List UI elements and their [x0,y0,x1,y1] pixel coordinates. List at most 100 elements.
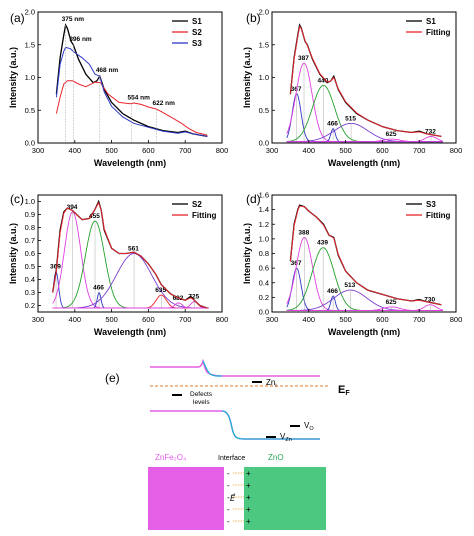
panel-d-ytick-label-0.4: 0.4 [259,278,269,287]
panel-c-fit-peak-369 [52,271,209,309]
panel-d-xtick-label-400: 400 [303,315,316,324]
junction-minus-0: - [227,469,230,478]
zni-label: Zni [266,378,277,389]
junction-minus-3: - [227,505,230,514]
panel-c-ytick-label-0.9: 0.9 [25,210,35,219]
panel-d-peak-label-730: 730 [424,297,435,304]
panel-b-label: (b) [246,11,261,25]
panel-d-xtick-label-500: 500 [339,315,352,324]
panel-c-peak-label-466: 466 [93,285,104,292]
panel-a-ylabel: Intensity (a.u.) [8,47,18,108]
panel-c-label: (c) [10,192,24,206]
panel-d-peak-label-513: 513 [344,282,355,289]
panel-d-fit-peak-466 [286,295,443,311]
vo-label: VO [304,421,314,432]
panel-b-fit-peak-515 [286,122,443,143]
panel-a-label: (a) [10,11,25,25]
panel-c-peak-label-394: 394 [67,204,78,211]
panel-d-label: (d) [246,192,261,206]
panel-b-legend-label-fitting: Fitting [426,28,451,37]
panel-d-xtick-label-800: 800 [450,315,463,324]
panel-e-band-diagram: (e) EF Zni Defects levels VO VZn ZnFe₂O₄… [105,358,350,530]
panel-d-ytick-label-0.6: 0.6 [259,264,269,273]
panel-d-xtick-label-300: 300 [266,315,279,324]
panel-c-xtick-label-500: 500 [105,315,118,324]
panel-c-peak-label-635: 635 [155,287,166,294]
junction-minus-2: - [227,493,230,502]
interface-label: Interface [218,455,245,462]
junction-plus-2: + [246,493,251,502]
panel-c-ytick-label-0.2: 0.2 [25,301,35,310]
panel-a-ytick-label-0.5: 0.5 [25,106,35,115]
panel-c-ytick-label-0.7: 0.7 [25,236,35,245]
panel-a-xtick-label-400: 400 [69,146,82,155]
panel-c-ytick-label-0.8: 0.8 [25,223,35,232]
panel-c-ytick-label-1: 1.0 [25,197,35,206]
panel-a-annotation-622: 622 nm [152,100,175,107]
panel-c-peak-label-561: 561 [128,246,139,253]
zno-conduction-band-bend [202,360,223,377]
fermi-level-label: EF [338,384,350,397]
panel-a-ytick-label-2: 2.0 [25,8,35,17]
panel-b-ytick-label-0.5: 0.5 [259,106,269,115]
panel-b-series-fitting [289,25,442,137]
panel-a-annotation-468: 468 nm [96,67,119,74]
panel-b-peak-label-515: 515 [345,115,356,122]
panel-d-series-s3 [289,204,442,306]
panel-d-ylabel: Intensity (a.u.) [242,223,252,284]
panel-d-ytick-label-1.6: 1.6 [259,191,269,200]
panel-b-fit-peak-732 [286,135,443,143]
panel-c-ytick-label-0.6: 0.6 [25,249,35,258]
panel-a-xtick-label-600: 600 [142,146,155,155]
panel-d-fit-peak-730 [286,304,443,311]
zfo-block [148,467,224,530]
panel-b-legend-label-s1: S1 [426,17,436,26]
panel-c-xtick-label-600: 600 [142,315,155,324]
panel-b-series-s1 [289,23,442,138]
panel-d-ytick-label-0.2: 0.2 [259,293,269,302]
panel-c-ytick-label-0.4: 0.4 [25,275,35,284]
panel-b-xlabel: Wavelength (nm) [328,158,400,168]
panel-d-legend-label-s3: S3 [426,200,436,209]
panel-b-fit-peak-440 [286,84,443,143]
panel-c-legend-label-s2: S2 [192,200,202,209]
panel-d-ytick-label-1.4: 1.4 [259,205,269,214]
panel-c-fit-peak-455 [52,220,209,309]
panel-d-peak-label-625: 625 [386,299,397,306]
zno-label: ZnO [268,453,284,462]
panel-b-fit-peak-387 [286,62,443,143]
panel-d-series-fitting [289,205,442,306]
panel-d-ytick-label-0: 0.0 [259,308,269,317]
zfo-label: ZnFe₂O₄ [155,453,186,462]
panel-b-ytick-label-1: 1.0 [259,73,269,82]
panel-b-peak-label-387: 387 [298,55,309,62]
panel-a-ytick-label-0: 0.0 [25,139,35,148]
panel-c-legend-label-fitting: Fitting [192,211,217,220]
panel-b-peak-label-440: 440 [318,77,329,84]
zfo-conduction-band [150,358,320,377]
panel-c-ytick-label-0.3: 0.3 [25,288,35,297]
panel-c-fit-peak-725 [52,301,209,309]
panel-b-peak-label-732: 732 [425,128,436,135]
panel-c-peak-label-369: 369 [50,264,61,271]
panel-b-peak-label-466: 466 [327,121,338,128]
panel-c-series-fitting [52,201,208,309]
panel-c-peak-label-455: 455 [89,213,100,220]
defects-label-2: levels [193,399,210,406]
junction-plus-1: + [246,481,251,490]
panel-a-series-s2 [55,80,208,136]
panel-d-peak-label-367: 367 [291,260,302,267]
panel-d-fit-peak-367 [286,267,443,311]
junction-minus-4: - [227,517,230,526]
panel-c-xtick-label-800: 800 [216,315,229,324]
panel-a-annotation-396: 396 nm [69,36,92,43]
panel-c-xlabel: Wavelength (nm) [94,327,166,337]
panel-c-fit-peak-394 [52,211,209,309]
panel-d-ytick-label-1.2: 1.2 [259,220,269,229]
panel-a-xtick-label-800: 800 [216,146,229,155]
panel-d-ytick-label-0.8: 0.8 [259,249,269,258]
panel-c-ytick-label-0.5: 0.5 [25,262,35,271]
